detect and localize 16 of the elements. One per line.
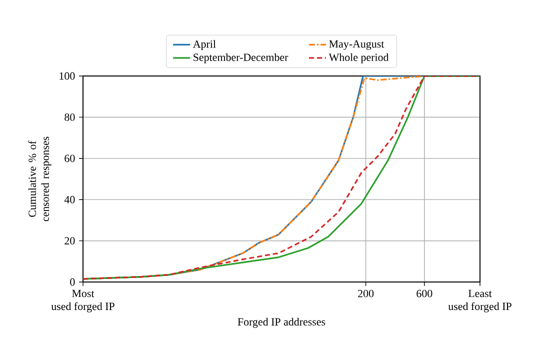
x-tick-label: Least used forged IP <box>448 290 512 312</box>
x-axis-title: Forged IP addresses <box>238 318 326 328</box>
legend-label: September-December <box>194 53 288 64</box>
x-tick-label: 200 <box>358 290 374 298</box>
y-tick-label: 20 <box>64 237 75 244</box>
y-tick-label: 80 <box>64 114 75 121</box>
legend-label: Whole period <box>328 53 389 64</box>
y-axis-title: Cumulative % of censored responses <box>28 136 52 222</box>
x-tick-label: 600 <box>416 290 432 298</box>
y-tick-label: 0 <box>70 278 75 286</box>
y-tick-label: 40 <box>64 196 75 204</box>
legend-label: May-August <box>329 40 384 50</box>
y-tick-label: 60 <box>64 154 75 162</box>
legend-label: April <box>192 40 216 50</box>
x-tick-label: Most used forged IP <box>51 290 114 312</box>
y-tick-label: 100 <box>60 72 75 80</box>
